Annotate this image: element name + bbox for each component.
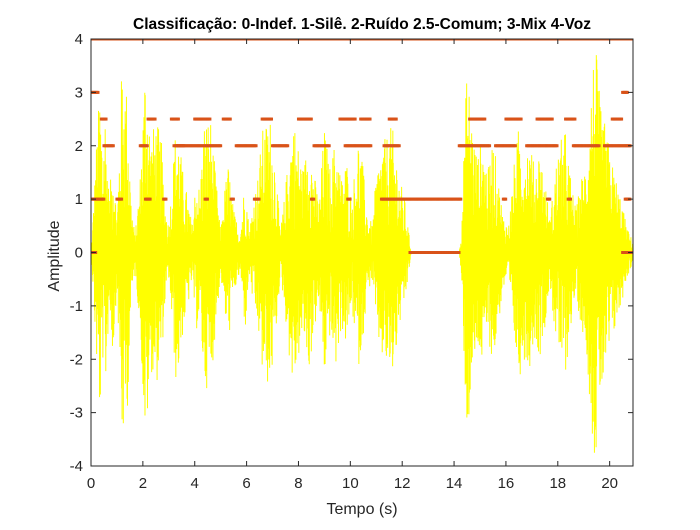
classification-point [555, 144, 559, 148]
y-tick-label: -4 [70, 458, 83, 475]
classification-point [176, 117, 180, 121]
x-tick-label: 16 [498, 475, 515, 492]
classification-point [625, 90, 629, 94]
y-tick-label: -3 [70, 405, 83, 422]
classification-point [327, 144, 331, 148]
x-tick-label: 4 [191, 475, 199, 492]
classification-point [397, 144, 401, 148]
chart-title: Classificação: 0-Indef. 1-Silê. 2-Ruído … [133, 16, 591, 33]
classification-point [348, 197, 352, 201]
classification-point [504, 197, 508, 201]
classification-point [519, 117, 523, 121]
x-tick-label: 0 [87, 475, 95, 492]
classification-point [286, 144, 290, 148]
classification-point [513, 144, 517, 148]
y-tick-label: -2 [70, 351, 83, 368]
classification-point [208, 117, 212, 121]
classification-point [483, 117, 487, 121]
classification-point [104, 117, 108, 121]
classification-point [148, 197, 152, 201]
classification-point [145, 144, 149, 148]
classification-point [257, 197, 261, 201]
y-axis-label: Amplitude [46, 220, 63, 291]
x-axis-label: Tempo (s) [326, 501, 397, 518]
classification-point [620, 117, 624, 121]
classification-point [269, 117, 273, 121]
classification-point [488, 144, 492, 148]
classification-point [254, 144, 258, 148]
y-tick-label: -1 [70, 298, 83, 315]
classification-point [228, 117, 232, 121]
classification-point [459, 197, 463, 201]
signal-line [91, 55, 633, 453]
classification-point [102, 197, 106, 201]
classification-point [312, 197, 316, 201]
x-tick-label: 8 [294, 475, 302, 492]
classification-point [597, 144, 601, 148]
classification-point [120, 197, 124, 201]
x-tick-label: 18 [549, 475, 566, 492]
x-tick-label: 2 [139, 475, 147, 492]
classification-point [205, 197, 209, 201]
classification-point [368, 117, 372, 121]
series-layer [91, 39, 633, 453]
classification-point [394, 117, 398, 121]
y-tick-label: 2 [75, 138, 83, 155]
classification-point [164, 197, 168, 201]
x-tick-label: 14 [446, 475, 463, 492]
x-tick-label: 6 [242, 475, 250, 492]
x-tick-label: 12 [394, 475, 411, 492]
classification-point [569, 197, 572, 201]
classification-point [111, 144, 115, 148]
classification-point [630, 39, 633, 41]
y-tick-label: 3 [75, 84, 83, 101]
classification-point [573, 117, 577, 121]
y-tick-label: 1 [75, 191, 83, 208]
classification-point [231, 197, 235, 201]
classification-point [353, 117, 357, 121]
x-tick-label: 20 [601, 475, 618, 492]
classification-point [153, 117, 157, 121]
classification-point [309, 117, 313, 121]
classification-point [219, 144, 223, 148]
classification-point [457, 251, 461, 254]
classification-point [369, 144, 373, 148]
plot-area [91, 39, 633, 453]
y-tick-label: 0 [75, 245, 83, 262]
classification-point [550, 117, 554, 121]
classification-markers [91, 39, 633, 254]
classification-point [548, 197, 552, 201]
x-tick-label: 10 [342, 475, 359, 492]
classification-point [96, 90, 100, 94]
y-tick-label: 4 [75, 31, 83, 48]
